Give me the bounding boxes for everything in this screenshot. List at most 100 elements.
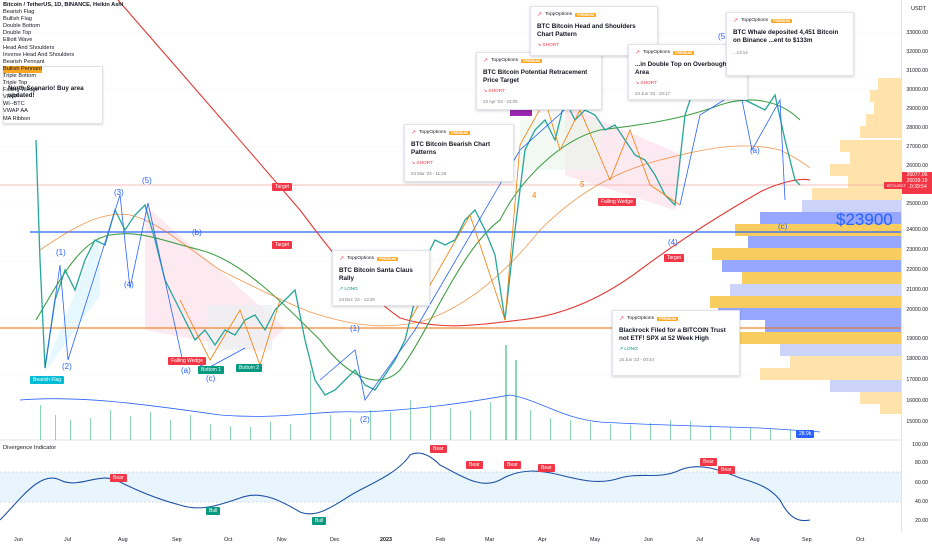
current-price-value-2: 26039.19 <box>906 178 928 184</box>
volume-ma <box>19 394 821 433</box>
idea-card[interactable]: ↗ ToppOptions PREMIUM BTC Bitcoin Bearish … <box>404 124 514 182</box>
wave-label: (4) <box>668 238 678 247</box>
falling-wedge-tag[interactable]: Falling Wedge <box>168 357 206 365</box>
falling-wedge-tag[interactable]: Falling Wedge <box>598 198 636 206</box>
premium-badge: PREMIUM <box>770 18 792 23</box>
indicator-axis[interactable]: 100.00 80.00 60.00 40.00 20.00 <box>901 440 932 532</box>
target-tag[interactable]: Target <box>272 241 292 249</box>
time-tick: Jul <box>64 537 71 543</box>
time-tick: Apr <box>538 537 547 543</box>
indicator-item[interactable]: Bearish Pennant <box>3 58 45 65</box>
price-axis[interactable]: 33000.00 32000.00 31000.00 30000.00 2900… <box>901 0 932 440</box>
volume-badge: 28.9k <box>796 430 815 438</box>
short-arrow-icon: ↘ <box>411 161 416 166</box>
symbol-price-tag: BTCUSDT <box>884 182 909 189</box>
brand-logo-icon: ↗ <box>483 58 489 64</box>
brand-logo-icon: ↗ <box>733 18 739 24</box>
wave-label: (3) <box>114 188 124 197</box>
premium-badge: PREMIUM <box>672 50 694 55</box>
time-tick: Oct <box>224 537 233 543</box>
current-price-value: 26077.06 <box>906 172 928 178</box>
premium-badge: PREMIUM <box>520 58 542 63</box>
divergence-title[interactable]: Divergence Indicator <box>3 445 57 451</box>
time-tick: Jun <box>644 537 653 543</box>
scenario-note[interactable]: North Scenario! Buy area updated! <box>3 66 103 124</box>
premium-badge: PREMIUM <box>574 12 596 17</box>
idea-title: BTC Bitcoin Santa Claus Rally <box>339 267 413 282</box>
brand-name: ToppOptions <box>491 58 518 63</box>
bottom-tag[interactable]: Bottom 2 <box>236 364 263 372</box>
bottom-tag[interactable]: Bottom 1 <box>198 366 225 374</box>
indicator-item[interactable]: Triple Top <box>3 80 28 87</box>
indicator-item[interactable]: Bearish Flag <box>3 9 35 16</box>
brand-name: ToppOptions <box>545 12 572 17</box>
indicator-item[interactable]: Inverse Head And Shoulders <box>3 51 75 58</box>
time-tick: Aug <box>750 537 760 543</box>
idea-signal: LONG <box>624 347 638 352</box>
symbol-title[interactable]: Bitcoin / TetherUS, 1D, BINANCE, Heikin … <box>3 2 124 8</box>
wave-label: (a) <box>181 366 191 375</box>
time-tick: Jun <box>14 537 23 543</box>
bear-divergence-tag: Bear <box>110 474 127 482</box>
price-tick: 22000.00 <box>906 267 928 273</box>
bear-divergence-tag: Bear <box>718 466 735 474</box>
brand-logo-icon: ↗ <box>537 12 543 18</box>
premium-badge: PREMIUM <box>448 130 470 135</box>
indicator-item[interactable]: Falling Wedge <box>3 87 39 94</box>
short-arrow-icon: ↘ <box>537 43 542 48</box>
current-price-tag: 26077.06 26039.19 10:39:54 <box>902 172 932 194</box>
wave-label: (1) <box>350 324 360 333</box>
bear-divergence-tag: Bear <box>466 461 483 469</box>
time-tick: May <box>590 537 601 543</box>
time-axis[interactable]: Jun Jul Aug Sep Oct Nov Dec 2023 Feb Mar… <box>0 532 902 550</box>
idea-signal: SHORT <box>542 43 560 48</box>
idea-card[interactable]: ↗ ToppOptions PREMIUM BTC Whale deposited … <box>726 12 854 76</box>
brand-logo-icon: ↗ <box>635 50 641 56</box>
time-tick: Sep <box>172 537 182 543</box>
long-arrow-icon: ↗ <box>339 287 344 292</box>
indicator-item[interactable]: Double Bottom <box>3 23 41 30</box>
price-tick: 16000.00 <box>906 398 928 404</box>
indicator-item[interactable]: VWAP AA <box>3 108 28 115</box>
bear-divergence-tag: Bear <box>538 464 555 472</box>
target-tag[interactable]: Target <box>664 254 684 262</box>
time-tick: Jul <box>696 537 703 543</box>
indicator-tick: 40.00 <box>915 499 928 505</box>
time-tick: Nov <box>277 537 287 543</box>
time-tick: Sep <box>802 537 812 543</box>
indicator-item[interactable]: Triple Bottom <box>3 72 37 79</box>
brand-name: ToppOptions <box>627 316 654 321</box>
price-tick: 18000.00 <box>906 356 928 362</box>
price-tick: 24000.00 <box>906 227 928 233</box>
idea-signal: SHORT <box>416 161 434 166</box>
currency-label[interactable]: USDT <box>911 6 926 12</box>
indicator-item[interactable]: Elliott Wave <box>3 37 33 44</box>
bear-divergence-tag: Bear <box>700 458 717 466</box>
idea-card[interactable]: ↗ ToppOptions PREMIUM BTC Bitcoin Santa Cl… <box>332 250 430 306</box>
wave-label: 5 <box>580 180 585 189</box>
time-tick: Feb <box>436 537 446 543</box>
bull-divergence-tag: Bull <box>206 507 221 515</box>
price-tick: 29000.00 <box>906 106 928 112</box>
time-tick: Aug <box>118 537 128 543</box>
indicator-item[interactable]: Double Top <box>3 30 32 37</box>
idea-card[interactable]: ↗ ToppOptions PREMIUM BTC Bitcoin Potentia… <box>476 52 602 110</box>
indicator-item[interactable]: Head And Shoulders <box>3 44 55 51</box>
indicator-item[interactable]: Bullish Flag <box>3 16 32 23</box>
wave-label: (c) <box>206 374 216 383</box>
brand-logo-icon: ↗ <box>619 316 625 322</box>
indicator-item[interactable]: VRVP <box>3 94 19 101</box>
indicator-item[interactable]: Bullish Pennant <box>3 65 42 73</box>
price-tick: 17000.00 <box>906 377 928 383</box>
indicator-item[interactable]: WI--BTC <box>3 101 25 108</box>
idea-signal: LONG <box>344 287 358 292</box>
bearish-flag-tag[interactable]: Bearish Flag <box>30 376 65 384</box>
wave-label: (2) <box>360 415 370 424</box>
scenario-text: North Scenario! Buy area updated! <box>8 85 84 99</box>
target-tag[interactable]: Target <box>272 183 292 191</box>
time-tick: Dec <box>330 537 340 543</box>
short-arrow-icon: ↘ <box>483 89 488 94</box>
idea-card[interactable]: ↗ ToppOptions PREMIUM Blackrock Filed for … <box>612 310 740 376</box>
indicator-item[interactable]: MA Ribbon <box>3 115 31 122</box>
idea-title: ...in Double Top on Overbought Area <box>635 61 729 76</box>
